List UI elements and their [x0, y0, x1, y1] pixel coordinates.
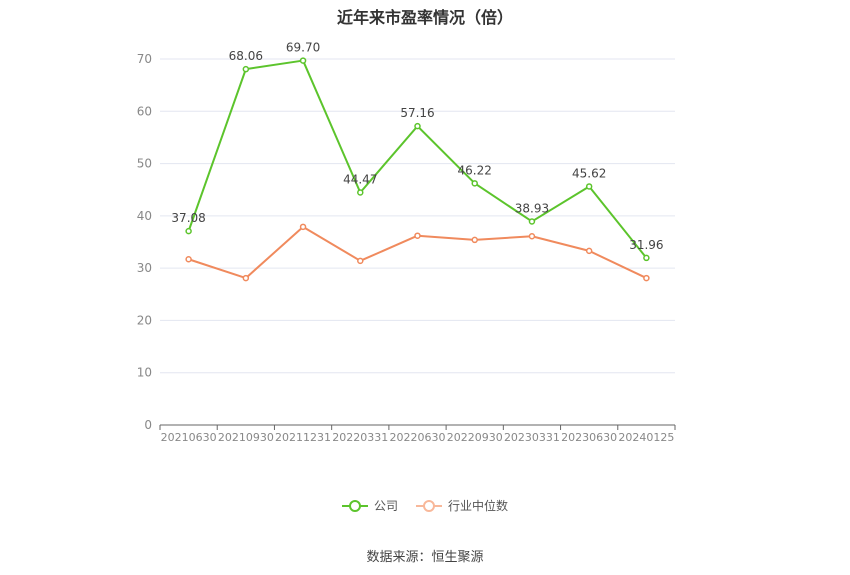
- data-source: 数据来源：恒生聚源: [366, 550, 484, 565]
- y-tick-label: 20: [137, 313, 152, 327]
- data-point: [299, 57, 307, 64]
- data-point: [643, 254, 650, 262]
- legend-label-company: 公司: [373, 499, 398, 513]
- data-point: [185, 256, 192, 263]
- y-tick-label: 30: [137, 261, 152, 275]
- x-tick-label: 20210630: [161, 431, 217, 444]
- data-point: [414, 122, 421, 130]
- data-label: 31.96: [629, 238, 663, 252]
- x-tick-label: 20220930: [447, 431, 503, 444]
- data-point: [357, 189, 364, 196]
- data-point: [357, 257, 364, 265]
- data-point: [528, 232, 536, 240]
- data-label: 69.70: [286, 41, 320, 55]
- data-point: [242, 274, 250, 282]
- data-label: 44.47: [343, 172, 377, 186]
- x-tick-label: 20240125: [618, 431, 674, 444]
- legend-marker-industry-median: [416, 499, 442, 512]
- data-point: [242, 65, 250, 73]
- series-line-0: [187, 59, 648, 259]
- x-tick-label: 20220630: [390, 431, 446, 444]
- data-label: 68.06: [229, 49, 263, 63]
- x-tick-label: 20210930: [218, 431, 274, 444]
- data-label: 37.08: [171, 211, 205, 225]
- legend-item-industry-median[interactable]: 行业中位数: [416, 497, 508, 514]
- data-point: [643, 274, 650, 282]
- y-tick-label: 50: [137, 157, 152, 171]
- y-tick-label: 70: [137, 52, 152, 66]
- y-tick-label: 10: [137, 366, 152, 380]
- data-label: 57.16: [400, 106, 434, 120]
- y-tick-label: 40: [137, 209, 152, 223]
- data-point: [471, 236, 478, 244]
- legend-item-company[interactable]: 公司: [341, 497, 398, 514]
- x-tick-label: 20220331: [332, 431, 388, 444]
- legend-label-industry-median: 行业中位数: [448, 499, 509, 513]
- x-tick-label: 20230331: [504, 431, 560, 444]
- legend-marker-company: [341, 499, 368, 512]
- data-label: 45.62: [572, 166, 606, 180]
- y-tick-label: 60: [137, 104, 152, 118]
- data-point: [585, 247, 593, 255]
- x-tick-label: 20230630: [561, 431, 617, 444]
- data-label: 46.22: [458, 163, 492, 177]
- data-label: 38.93: [515, 201, 549, 215]
- data-point: [585, 183, 593, 190]
- data-point: [185, 227, 192, 235]
- chart-title: 近年来市盈率情况（倍）: [336, 8, 513, 27]
- data-point: [471, 180, 478, 187]
- data-point: [299, 223, 307, 231]
- y-tick-label: 0: [144, 418, 152, 432]
- x-tick-label: 20211231: [275, 431, 331, 444]
- data-point: [414, 232, 421, 239]
- legend: 公司 行业中位数: [0, 497, 850, 514]
- data-point: [528, 218, 536, 225]
